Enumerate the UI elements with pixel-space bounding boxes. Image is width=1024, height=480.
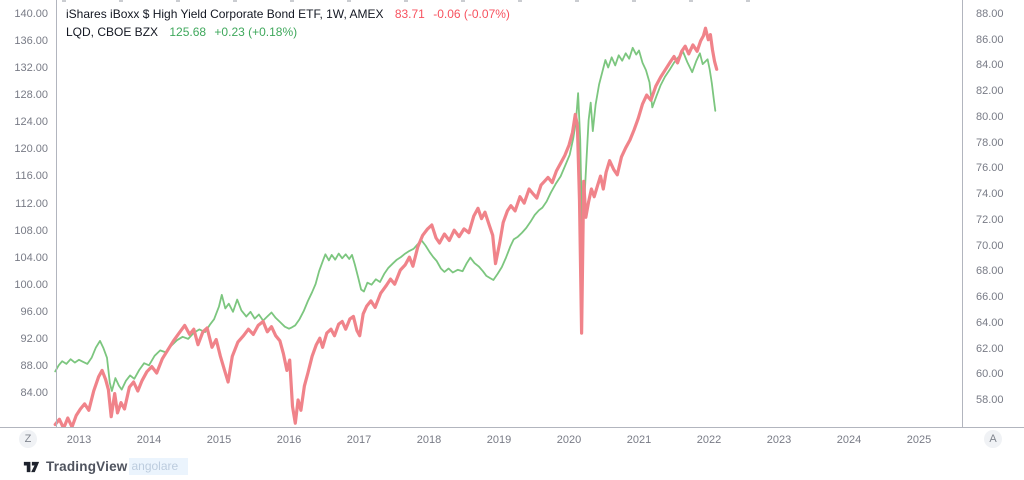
symbol-description: iShares iBoxx $ High Yield Corporate Bon… — [66, 7, 384, 21]
price-tick-label: 96.00 — [20, 305, 48, 318]
timezone-button[interactable]: Z — [19, 430, 37, 448]
year-tick-label: 2015 — [206, 434, 232, 446]
price-tick-label: 120.00 — [14, 143, 48, 156]
year-tick-label: 2016 — [276, 434, 302, 446]
price-tick-label: 124.00 — [14, 116, 48, 129]
price-tick-label: 92.00 — [20, 332, 48, 345]
watermark-text: angolare — [129, 458, 189, 475]
price-tick-label: 80.00 — [976, 110, 1004, 123]
last-price: 83.71 — [394, 7, 425, 21]
year-tick-label: 2018 — [416, 434, 442, 446]
right-price-axis[interactable]: 88.00 86.00 84.00 82.00 80.00 78.00 76.00 74.00… — [962, 0, 1024, 451]
price-tick-label: 66.00 — [976, 291, 1004, 304]
price-tick-label: 84.00 — [20, 387, 48, 399]
price-tick-label: 60.00 — [976, 368, 1004, 381]
price-tick-label: 140.00 — [14, 8, 48, 20]
price-tick-label: 76.00 — [976, 162, 1004, 175]
chart-plot-area[interactable] — [57, 0, 962, 427]
year-tick-label: 2020 — [556, 434, 582, 446]
auto-scale-button[interactable]: A — [984, 430, 1002, 448]
price-tick-label: 82.00 — [976, 85, 1004, 98]
price-tick-label: 104.00 — [14, 251, 48, 264]
price-tick-label: 100.00 — [14, 278, 48, 291]
price-tick-label: 68.00 — [976, 265, 1004, 278]
year-tick-label: 2019 — [486, 434, 512, 446]
year-tick-label: 2025 — [906, 434, 932, 446]
price-tick-label: 128.00 — [14, 89, 48, 102]
footer: TradingView angolare — [0, 452, 1024, 480]
price-tick-label: 86.00 — [976, 33, 1004, 46]
price-tick-label: 64.00 — [976, 316, 1004, 329]
year-tick-label: 2024 — [836, 434, 862, 446]
left-price-axis[interactable]: 140.00 136.00 132.00 128.00 124.00 120.00 116.… — [0, 0, 57, 451]
year-tick-label: 2023 — [766, 434, 792, 446]
legend-item-lqd[interactable]: LQD, CBOE BZX 125.68 +0.23 (+0.18%) — [66, 24, 510, 42]
price-tick-label: 88.00 — [20, 359, 48, 372]
tradingview-logo-icon[interactable] — [23, 459, 40, 475]
year-tick-label: 2014 — [136, 434, 162, 446]
year-tick-label: 2021 — [626, 434, 652, 446]
price-change: -0.06 (-0.07%) — [433, 7, 510, 21]
price-tick-label: 72.00 — [976, 213, 1004, 226]
price-tick-label: 88.00 — [976, 8, 1004, 20]
price-tick-label: 116.00 — [15, 170, 48, 183]
price-tick-label: 136.00 — [14, 35, 48, 48]
price-tick-label: 62.00 — [976, 342, 1004, 355]
price-tick-label: 78.00 — [976, 136, 1004, 149]
clipped-toolbar-artifact — [62, 0, 762, 2]
tradingview-brand-text[interactable]: TradingView — [46, 459, 128, 474]
legend-item-hyg[interactable]: iShares iBoxx $ High Yield Corporate Bon… — [66, 6, 510, 24]
symbol-description: LQD, CBOE BZX — [66, 24, 159, 39]
price-tick-label: 74.00 — [976, 188, 1004, 201]
time-axis[interactable]: 2013 2014 2015 2016 2017 2018 2019 2020 2021 2022… — [0, 427, 1024, 453]
legend: iShares iBoxx $ High Yield Corporate Bon… — [66, 6, 510, 41]
price-tick-label: 112.00 — [15, 197, 48, 210]
price-change: +0.23 (+0.18%) — [214, 24, 298, 39]
last-price: 125.68 — [169, 24, 207, 39]
year-tick-label: 2017 — [346, 434, 372, 446]
price-tick-label: 108.00 — [14, 224, 48, 237]
year-tick-label: 2022 — [696, 434, 722, 446]
price-tick-label: 132.00 — [14, 62, 48, 75]
year-tick-label: 2013 — [66, 434, 92, 446]
price-tick-label: 70.00 — [976, 239, 1004, 252]
price-tick-label: 58.00 — [976, 394, 1004, 406]
price-tick-label: 84.00 — [976, 59, 1004, 72]
